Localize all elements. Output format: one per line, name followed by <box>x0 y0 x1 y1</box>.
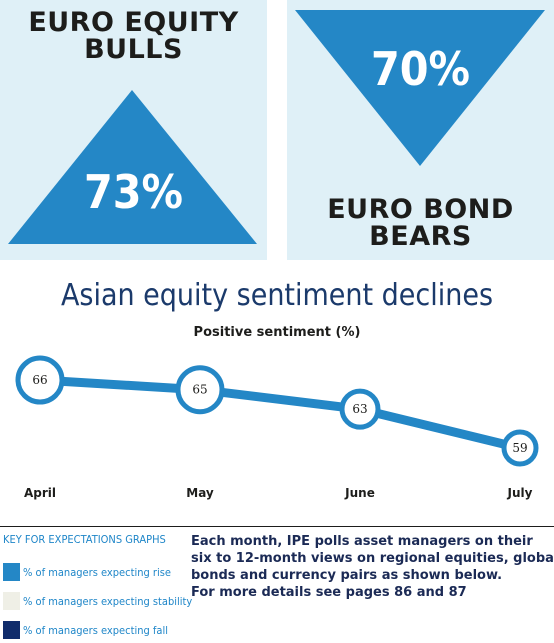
info-line: bonds and currency pairs as shown below. <box>191 568 503 583</box>
info-text: Each month, IPE polls asset managers on … <box>191 533 554 601</box>
info-line: For more details see pages 86 and 87 <box>191 585 467 600</box>
key-label-fall: % of managers expecting fall <box>23 624 168 637</box>
right-title-line1: EURO BOND <box>327 194 514 225</box>
key-label-rise: % of managers expecting rise <box>23 566 171 579</box>
data-label: 63 <box>352 402 367 416</box>
left-title-line1: EURO EQUITY <box>28 7 239 38</box>
stability-swatch <box>3 592 20 610</box>
x-tick-label: April <box>24 486 56 500</box>
data-label: 65 <box>192 383 207 397</box>
rise-swatch <box>3 563 20 581</box>
data-point <box>175 365 225 415</box>
x-tick-label: July <box>507 486 533 500</box>
info-line: six to 12-month views on regional equiti… <box>191 551 554 566</box>
key-title: KEY FOR EXPECTATIONS GRAPHS <box>3 533 166 546</box>
data-point <box>501 429 539 467</box>
series-line <box>39 375 522 453</box>
chart-title: Asian equity sentiment declines <box>60 278 494 313</box>
up-triangle-icon <box>8 90 257 244</box>
x-tick-label: June <box>344 486 375 500</box>
euro-equity-bulls-value: 73% <box>83 165 184 219</box>
euro-equity-bulls-title: EURO EQUITY BULLS <box>0 9 267 63</box>
x-tick-label: May <box>186 486 214 500</box>
key-label-stability: % of managers expecting stability <box>23 595 193 608</box>
chart-subtitle: Positive sentiment (%) <box>193 325 361 340</box>
data-label: 59 <box>512 441 527 455</box>
left-title-line2: BULLS <box>84 34 183 65</box>
data-label: 66 <box>32 373 47 387</box>
sentiment-line-chart: 66 April 65 May 63 June 59 July <box>15 355 539 500</box>
euro-bond-bears-panel: 70% EURO BOND BEARS <box>287 0 554 260</box>
euro-bond-bears-value: 70% <box>370 42 471 96</box>
info-line: Each month, IPE polls asset managers on … <box>191 534 533 549</box>
right-title-line2: BEARS <box>369 221 472 252</box>
chart-marks: 66 April 65 May 63 June 59 July <box>15 355 539 500</box>
up-triangle-shape <box>8 90 257 244</box>
euro-equity-bulls-panel: EURO EQUITY BULLS 73% <box>0 0 267 260</box>
fall-swatch <box>3 621 20 639</box>
section-divider <box>0 526 554 527</box>
down-triangle-icon <box>295 10 545 166</box>
down-triangle-shape <box>295 10 545 166</box>
data-point <box>15 355 65 405</box>
euro-bond-bears-title: EURO BOND BEARS <box>287 196 554 250</box>
data-point <box>339 388 381 430</box>
